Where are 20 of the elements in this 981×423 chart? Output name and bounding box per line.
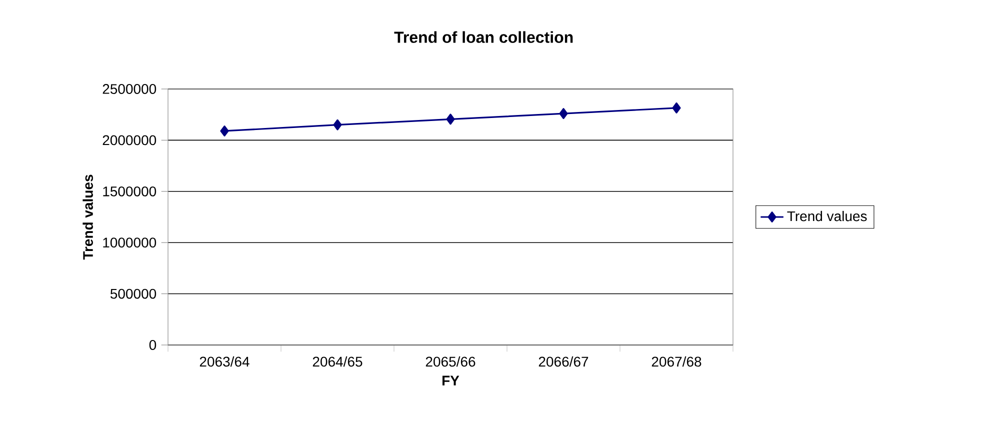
y-tick-label: 500000 <box>110 288 156 299</box>
x-tick-label: 2063/64 <box>200 356 250 367</box>
x-tick-label: 2064/65 <box>312 356 362 367</box>
y-axis-title: Trend values <box>82 174 93 260</box>
legend-label: Trend values <box>787 210 867 222</box>
y-tick-label: 2500000 <box>102 84 156 94</box>
point <box>559 108 568 120</box>
y-tick-label: 1000000 <box>103 238 156 248</box>
y-tick-label: 1500000 <box>103 186 156 196</box>
point <box>446 114 455 125</box>
point <box>220 126 229 136</box>
x-tick-label: 2065/66 <box>426 356 476 367</box>
chart-title: Trend of loan collection <box>394 31 573 43</box>
point <box>672 102 681 114</box>
x-axis-title: FY <box>442 376 460 386</box>
point <box>333 119 342 130</box>
y-tick-label: 0 <box>149 340 156 350</box>
x-tick-label: 2067/68 <box>652 356 702 367</box>
x-tick-label: 2066/67 <box>538 356 588 367</box>
y-tick-label: 2000000 <box>102 135 156 146</box>
